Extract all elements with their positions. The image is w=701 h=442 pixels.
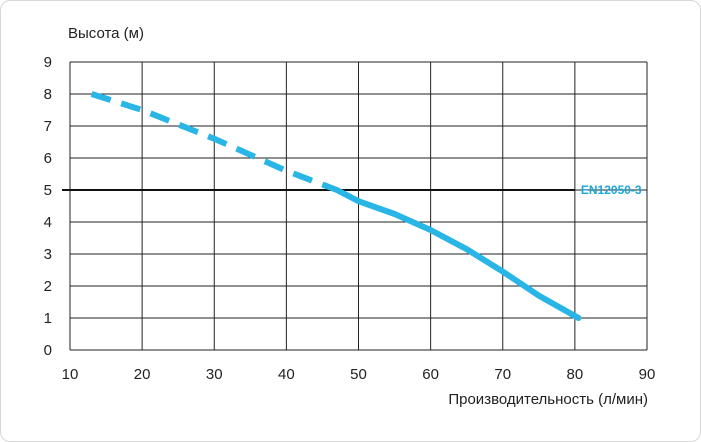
x-tick-labels: 10 20 30 40 50 60 70 80 90 <box>62 366 656 383</box>
x-tick-label: 10 <box>62 366 79 383</box>
y-axis-title: Высота (м) <box>68 25 144 42</box>
grid <box>69 61 648 351</box>
x-tick-label: 40 <box>278 366 295 383</box>
x-tick-label: 70 <box>494 366 511 383</box>
reference-line-group: EN12050-3 <box>62 183 642 197</box>
x-tick-label: 60 <box>422 366 439 383</box>
x-axis-title: Производительность (л/мин) <box>448 391 648 408</box>
series-group <box>90 91 582 321</box>
x-tick-label: 80 <box>567 366 584 383</box>
x-tick-label: 30 <box>206 366 223 383</box>
y-tick-label: 9 <box>44 54 52 71</box>
x-tick-label: 20 <box>134 366 151 383</box>
reference-line-label: EN12050-3 <box>581 183 642 197</box>
y-tick-label: 8 <box>44 86 52 103</box>
series-line-dashed <box>90 91 338 193</box>
y-tick-label: 0 <box>44 342 52 359</box>
y-tick-label: 6 <box>44 150 52 167</box>
y-tick-label: 5 <box>44 182 52 199</box>
y-tick-label: 3 <box>44 246 52 263</box>
y-tick-label: 2 <box>44 278 52 295</box>
x-tick-label: 50 <box>350 366 367 383</box>
y-tick-label: 1 <box>44 310 52 327</box>
y-tick-labels: 0 1 2 3 4 5 6 7 8 9 <box>44 54 52 359</box>
y-tick-label: 7 <box>44 118 52 135</box>
series-line-solid <box>333 187 582 321</box>
x-tick-label: 90 <box>639 366 656 383</box>
y-tick-label: 4 <box>44 214 52 231</box>
